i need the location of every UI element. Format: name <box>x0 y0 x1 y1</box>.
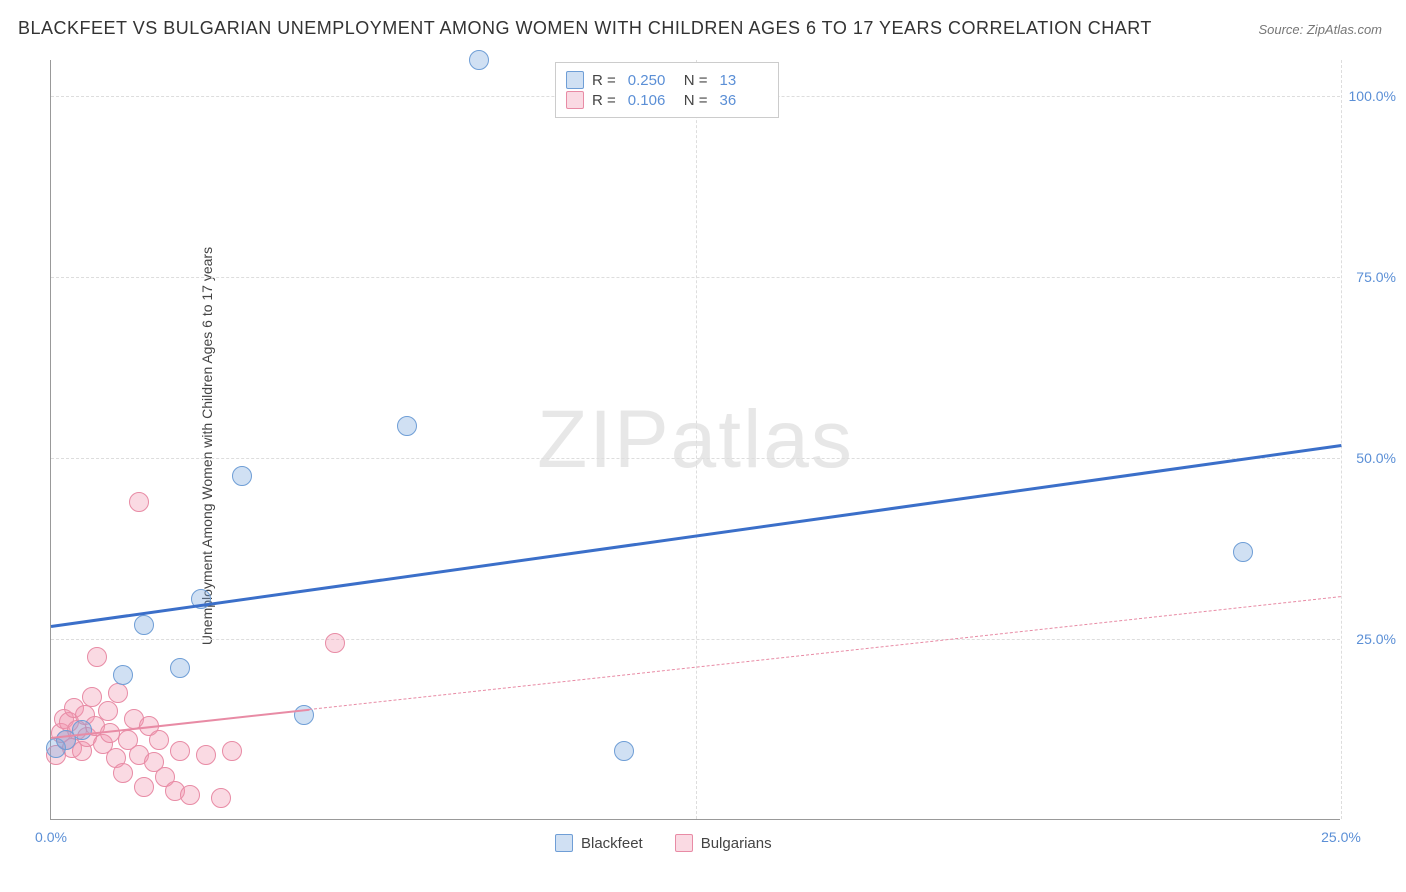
legend-n-label: N = <box>684 72 708 89</box>
legend-n-label: N = <box>684 92 708 109</box>
data-point <box>113 665 133 685</box>
y-tick-label: 25.0% <box>1356 631 1396 647</box>
data-point <box>469 50 489 70</box>
legend-swatch <box>566 91 584 109</box>
legend-n-value: 13 <box>720 72 768 89</box>
x-tick-label: 25.0% <box>1321 829 1361 845</box>
legend-series: Blackfeet Bulgarians <box>555 834 772 852</box>
data-point <box>222 741 242 761</box>
data-point <box>72 720 92 740</box>
legend-stat-row: R = 0.250 N = 13 <box>566 71 768 89</box>
legend-series-label: Blackfeet <box>581 835 643 852</box>
y-tick-label: 50.0% <box>1356 450 1396 466</box>
data-point <box>196 745 216 765</box>
legend-swatch <box>566 71 584 89</box>
data-point <box>1233 542 1253 562</box>
data-point <box>87 647 107 667</box>
data-point <box>108 683 128 703</box>
legend-series-item: Bulgarians <box>675 834 772 852</box>
data-point <box>170 658 190 678</box>
y-tick-label: 100.0% <box>1349 88 1396 104</box>
data-point <box>232 466 252 486</box>
legend-r-label: R = <box>592 72 616 89</box>
data-point <box>149 730 169 750</box>
trend-line <box>309 596 1341 710</box>
legend-series-item: Blackfeet <box>555 834 643 852</box>
data-point <box>129 492 149 512</box>
legend-swatch <box>555 834 573 852</box>
gridline-v <box>1341 60 1342 819</box>
data-point <box>134 777 154 797</box>
legend-r-value: 0.250 <box>628 72 676 89</box>
legend-stat-row: R = 0.106 N = 36 <box>566 91 768 109</box>
data-point <box>98 701 118 721</box>
y-tick-label: 75.0% <box>1356 269 1396 285</box>
data-point <box>614 741 634 761</box>
data-point <box>325 633 345 653</box>
legend-n-value: 36 <box>720 92 768 109</box>
x-tick-label: 0.0% <box>35 829 67 845</box>
data-point <box>113 763 133 783</box>
data-point <box>170 741 190 761</box>
data-point <box>180 785 200 805</box>
legend-series-label: Bulgarians <box>701 835 772 852</box>
data-point <box>211 788 231 808</box>
legend-stats: R = 0.250 N = 13 R = 0.106 N = 36 <box>555 62 779 118</box>
gridline-v <box>696 60 697 819</box>
source-credit: Source: ZipAtlas.com <box>1258 22 1382 37</box>
legend-r-label: R = <box>592 92 616 109</box>
data-point <box>397 416 417 436</box>
chart-title: BLACKFEET VS BULGARIAN UNEMPLOYMENT AMON… <box>18 18 1152 39</box>
data-point <box>134 615 154 635</box>
plot-area: ZIPatlas 25.0%50.0%75.0%100.0%0.0%25.0% <box>50 60 1340 820</box>
legend-r-value: 0.106 <box>628 92 676 109</box>
legend-swatch <box>675 834 693 852</box>
